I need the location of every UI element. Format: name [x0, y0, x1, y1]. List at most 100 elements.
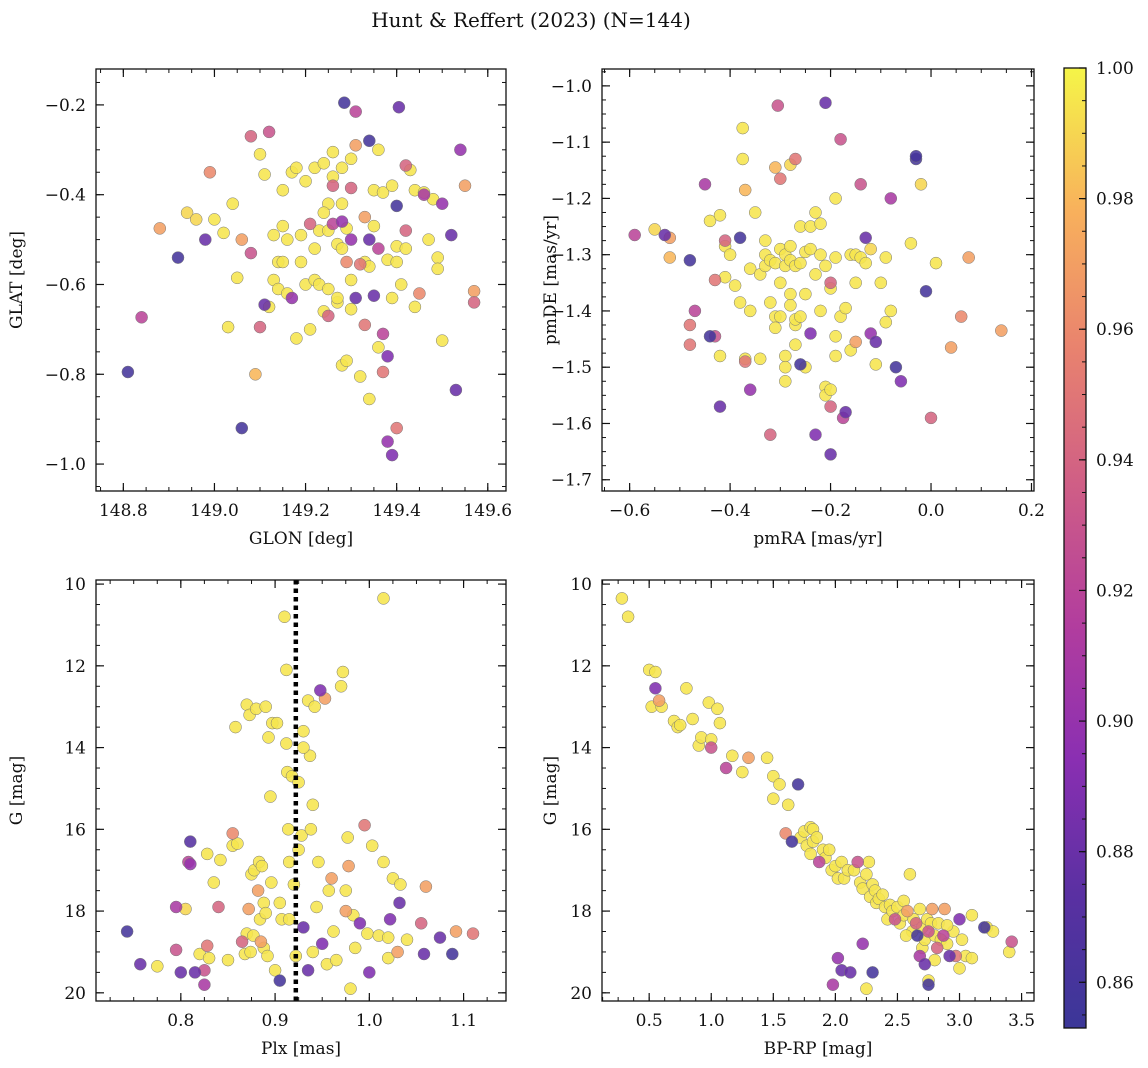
data-point	[399, 159, 413, 172]
data-point	[385, 291, 399, 305]
data-point	[804, 327, 817, 340]
data-point	[925, 902, 939, 916]
data-point	[879, 251, 893, 264]
data-point	[467, 284, 481, 298]
colorbar-tick-label: 0.92	[1096, 581, 1134, 601]
data-point	[911, 929, 924, 942]
data-point	[454, 143, 467, 157]
data-point	[297, 741, 310, 754]
data-point	[829, 330, 842, 343]
data-point	[312, 855, 325, 869]
data-point	[184, 857, 197, 871]
colorbar-ticks: 0.86 0.88 0.90 0.92 0.94 0.96 0.98 1.00	[1079, 59, 1134, 1016]
data-point	[297, 921, 310, 934]
data-point	[719, 761, 733, 775]
data-point	[773, 778, 786, 791]
y-tick-label: −0.6	[45, 275, 86, 295]
y-tick-label: 14	[570, 739, 592, 759]
colorbar-tick-label: 0.94	[1096, 451, 1134, 471]
data-point	[290, 332, 303, 345]
data-point	[317, 206, 331, 219]
data-point	[937, 929, 950, 942]
data-point	[257, 896, 271, 910]
data-point	[200, 847, 214, 861]
data-point	[884, 304, 898, 318]
data-point	[261, 949, 274, 963]
colorbar-tick-label: 0.88	[1096, 843, 1134, 863]
data-point	[358, 818, 371, 832]
data-point	[399, 224, 413, 237]
data-point	[794, 256, 807, 270]
data-point	[393, 896, 406, 910]
colorbar-tick-label: 0.96	[1096, 320, 1134, 340]
data-point	[229, 720, 242, 734]
data-point	[120, 925, 134, 938]
data-point	[334, 680, 348, 693]
data-point	[308, 242, 321, 255]
data-point	[381, 350, 394, 363]
data-point	[894, 375, 908, 388]
x-tick-label: 0.8	[167, 1011, 194, 1031]
data-point	[713, 349, 727, 363]
data-point	[335, 215, 349, 228]
data-point	[759, 234, 772, 247]
data-point	[399, 242, 413, 255]
data-point	[708, 273, 722, 287]
panels: 148.8 149.0 149.2 149.4 149.6−0.2−0.4−0.6−0.…	[7, 68, 1045, 1059]
data-point	[779, 349, 792, 363]
data-point	[221, 320, 235, 334]
data-point	[834, 133, 847, 146]
y-tick-label: −0.8	[45, 365, 86, 385]
data-point	[962, 251, 975, 264]
x-axis-title: BP-RP [mag]	[764, 1039, 873, 1059]
data-point	[390, 255, 403, 269]
data-point	[255, 859, 269, 873]
data-point	[180, 206, 194, 219]
data-point	[938, 902, 951, 916]
data-point	[688, 304, 702, 318]
data-point	[431, 262, 444, 276]
data-point	[779, 360, 792, 374]
data-point	[235, 935, 249, 948]
colorbar-tick-label: 1.00	[1096, 59, 1134, 79]
data-point	[267, 228, 280, 242]
data-point	[361, 927, 374, 940]
data-point	[698, 178, 712, 191]
data-point	[913, 902, 927, 916]
y-tick-label: 12	[570, 657, 592, 677]
data-point	[344, 273, 358, 287]
x-tick-label: 149.2	[281, 501, 330, 521]
data-point	[810, 831, 824, 844]
data-point	[874, 276, 888, 290]
data-point	[394, 878, 407, 891]
data-point	[449, 383, 463, 397]
y-tick-label: 16	[570, 820, 592, 840]
data-point	[310, 900, 323, 914]
y-tick-label: −1.0	[551, 77, 592, 97]
data-point	[869, 335, 883, 349]
data-point	[859, 256, 872, 270]
data-point	[282, 913, 296, 926]
data-point	[235, 421, 249, 435]
data-point	[417, 947, 431, 961]
data-point	[188, 966, 202, 979]
data-point	[202, 951, 216, 965]
data-point	[702, 696, 716, 709]
data-point	[789, 338, 802, 351]
data-point	[322, 884, 336, 897]
data-point	[174, 966, 188, 979]
y-tick-label: −1.1	[551, 133, 592, 153]
data-point	[262, 731, 275, 744]
data-point	[884, 192, 898, 205]
data-point	[377, 592, 390, 605]
data-point	[909, 149, 923, 163]
data-point	[315, 937, 329, 951]
data-point	[367, 219, 381, 233]
data-point	[244, 246, 258, 260]
data-point	[258, 168, 271, 181]
data-point	[888, 913, 902, 926]
data-point	[794, 310, 807, 323]
y-axis-title: G [mag]	[7, 756, 27, 825]
data-point	[723, 248, 737, 261]
data-point	[376, 365, 390, 379]
